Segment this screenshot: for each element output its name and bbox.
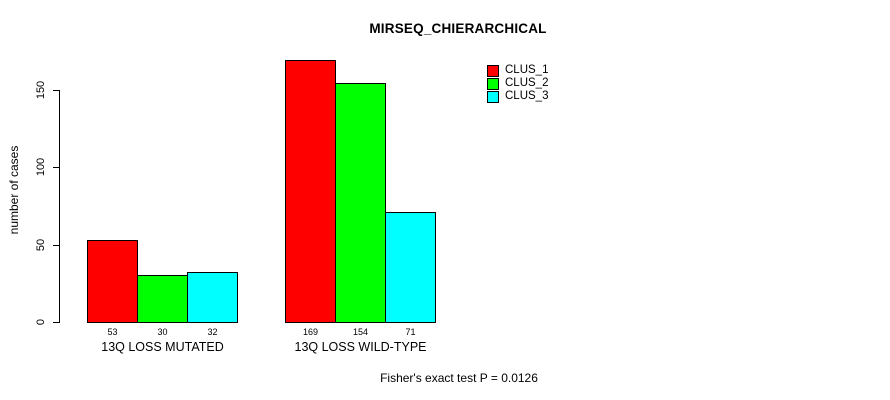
annotation-text: Fisher's exact test P = 0.0126 — [380, 371, 538, 385]
y-tick-label: 100 — [35, 157, 47, 177]
y-tick-mark — [53, 245, 59, 246]
chart-title: MIRSEQ_CHIERARCHICAL — [369, 21, 547, 36]
legend-label: CLUS_1 — [505, 64, 549, 76]
bar-clus_2-group2 — [335, 83, 386, 323]
x-category-label: 13Q LOSS MUTATED — [101, 340, 224, 354]
bar-value-label: 169 — [302, 327, 319, 337]
bar-clus_3-group1 — [187, 272, 238, 323]
y-tick-mark — [53, 322, 59, 323]
y-axis-line — [59, 90, 60, 323]
bar-value-label: 30 — [157, 327, 168, 337]
bar-clus_2-group1 — [137, 275, 188, 323]
bar-value-label: 53 — [107, 327, 118, 337]
bar-clus_1-group1 — [87, 240, 138, 323]
y-tick-mark — [53, 90, 59, 91]
x-category-label: 13Q LOSS WILD-TYPE — [294, 340, 427, 354]
legend-swatch-clus_3 — [487, 91, 499, 103]
bar-value-label: 71 — [405, 327, 416, 337]
legend-swatch-clus_2 — [487, 78, 499, 90]
y-axis-label: number of cases — [7, 145, 21, 235]
y-tick-label: 150 — [35, 80, 47, 100]
legend-label: CLUS_2 — [505, 77, 549, 89]
legend-label: CLUS_3 — [505, 90, 549, 102]
bar-clus_3-group2 — [385, 212, 436, 323]
y-tick-mark — [53, 167, 59, 168]
bar-clus_1-group2 — [285, 60, 336, 323]
y-tick-label: 50 — [35, 238, 47, 252]
bar-value-label: 154 — [352, 327, 369, 337]
legend-swatch-clus_1 — [487, 65, 499, 77]
bar-value-label: 32 — [207, 327, 218, 337]
y-tick-label: 0 — [35, 318, 47, 326]
